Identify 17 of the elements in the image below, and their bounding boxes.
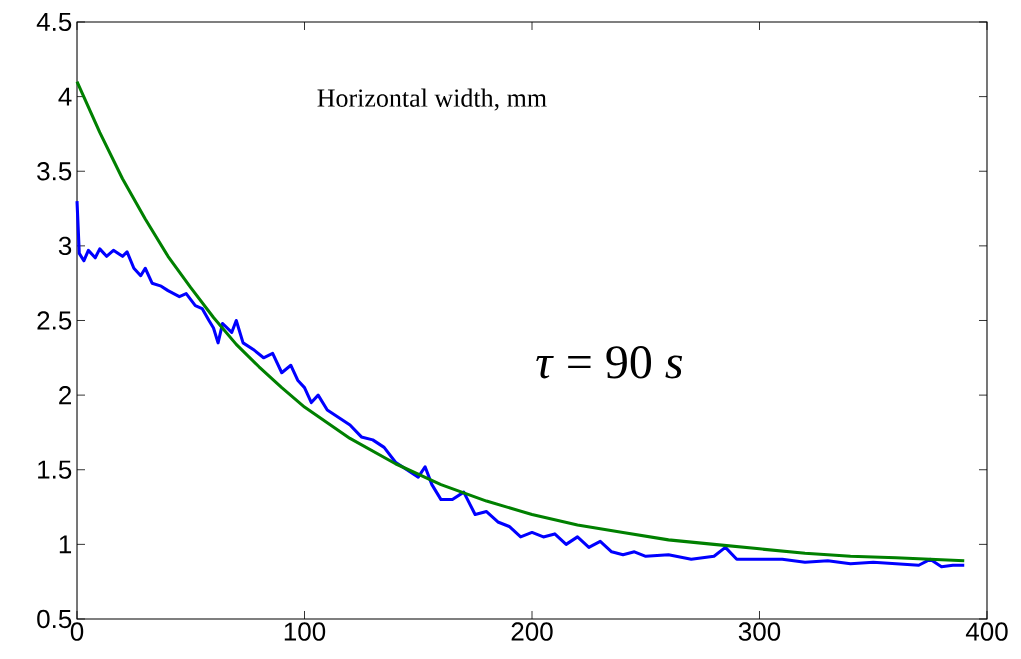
y-tick-label: 1.5 (38, 460, 72, 479)
annotation: τ = 90 s (536, 346, 683, 379)
x-tick-label: 400 (965, 622, 1008, 641)
y-tick-label: 2 (59, 386, 71, 405)
x-tick-label: 0 (70, 622, 84, 641)
text: Horizontal width, mm (317, 88, 547, 111)
y-tick-label: 1 (59, 535, 72, 554)
y-tick-label: 3.5 (37, 162, 72, 181)
line-series (75, 80, 966, 563)
y-tick-label: 4 (58, 87, 72, 106)
x-tick-label: 200 (511, 622, 553, 641)
y-tick-label: 0.5 (37, 609, 72, 629)
x-tick-label: 300 (738, 622, 781, 641)
y-tick-label: 2.5 (37, 311, 72, 330)
x-tick-label: 100 (284, 622, 326, 641)
y-tick-label: 4.5 (36, 12, 72, 32)
y-tick-label: 3 (58, 236, 72, 256)
